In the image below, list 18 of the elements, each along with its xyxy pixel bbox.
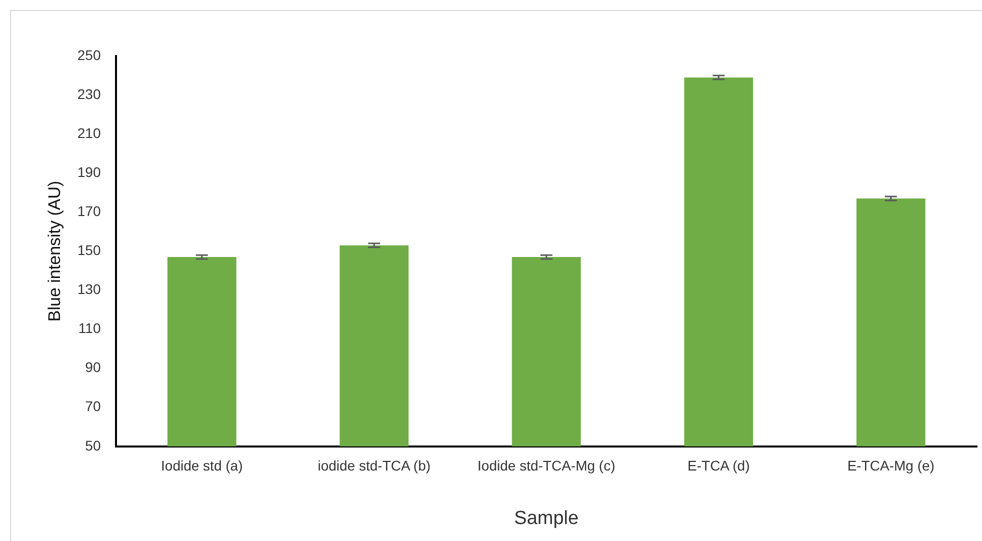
y-tick-label: 250 [77,46,101,63]
y-tick-label: 90 [85,359,101,376]
y-tick-label: 170 [77,203,101,220]
x-tick-label: iodide std-TCA (b) [318,458,431,474]
x-axis-title: Sample [514,508,579,529]
x-tick-label: E-TCA-Mg (e) [847,458,934,474]
y-tick-label: 190 [77,164,101,180]
y-axis-title: Blue intensity (AU) [44,180,64,322]
x-tick-label: E-TCA (d) [688,458,750,474]
y-tick-label: 230 [77,86,101,102]
y-tick-label: 150 [77,242,101,258]
x-tick-label: Iodide std-TCA-Mg (c) [478,458,616,474]
x-tick-label: Iodide std (a) [161,458,243,474]
y-tick-label: 50 [85,437,101,454]
y-tick-label: 130 [77,281,101,298]
y-tick-label: 210 [77,124,101,141]
y-tick-label: 70 [85,398,101,414]
y-tick-label: 110 [78,320,101,336]
